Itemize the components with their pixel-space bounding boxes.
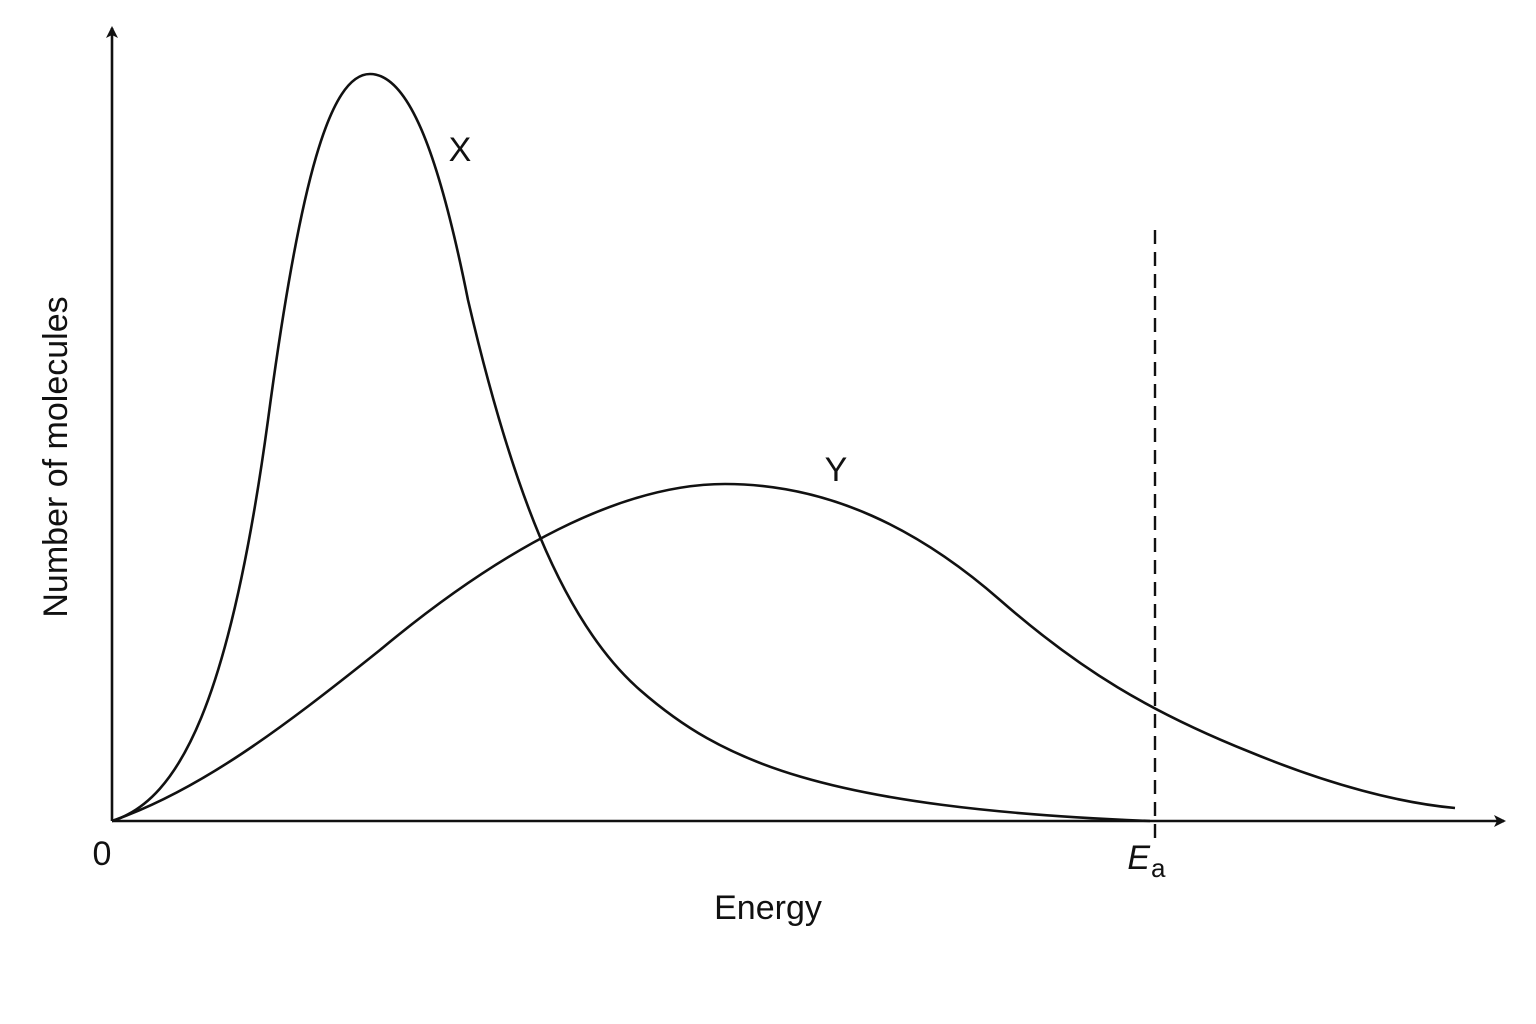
curve-y	[111, 482, 1456, 823]
curve-x	[111, 72, 1151, 823]
origin-label: 0	[93, 835, 112, 873]
x-axis-label: Energy	[714, 889, 822, 927]
marker-subscript: a	[1151, 853, 1166, 883]
y-axis-label: Number of molecules	[37, 296, 75, 617]
curve-label: X	[449, 131, 472, 169]
curve-label: Y	[825, 451, 848, 489]
marker-label: E	[1127, 839, 1150, 877]
